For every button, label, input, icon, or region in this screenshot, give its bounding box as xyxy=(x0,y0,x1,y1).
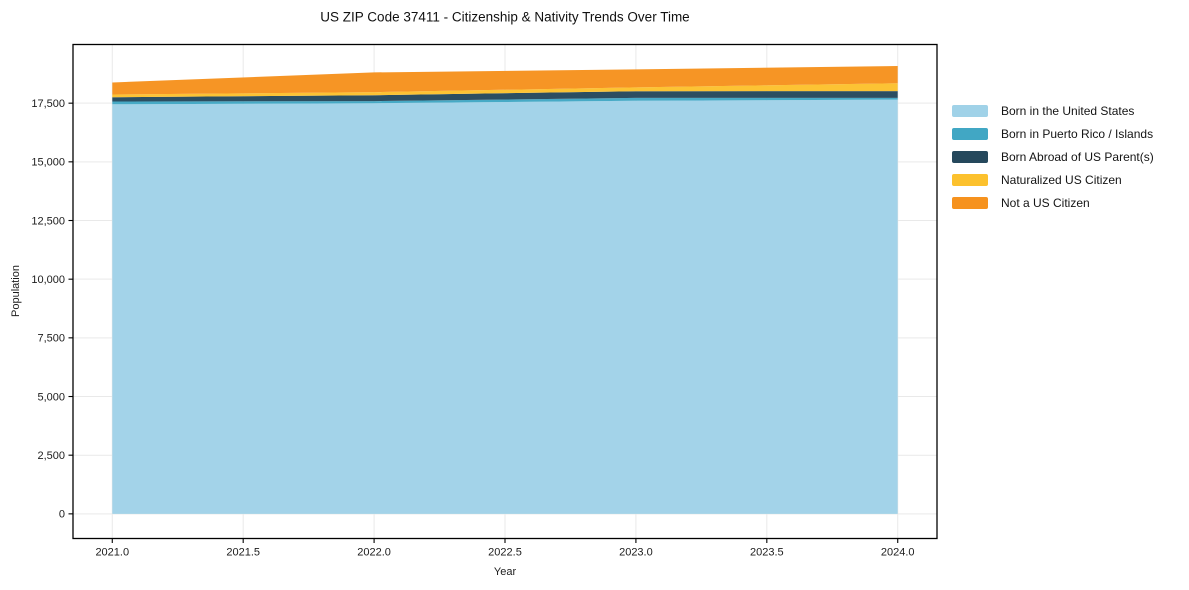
y-tick-label-12500: 12,500 xyxy=(31,215,65,227)
y-axis-label: Population xyxy=(10,265,22,317)
legend-swatch-born-in-the-united-states xyxy=(952,105,988,117)
area-born-abroad-of-us-parent-s xyxy=(112,91,898,102)
chart-title: US ZIP Code 37411 - Citizenship & Nativi… xyxy=(320,9,690,25)
legend-item-born-abroad-of-us-parent-s: Born Abroad of US Parent(s) xyxy=(952,151,1154,163)
legend-swatch-born-abroad-of-us-parent-s xyxy=(952,151,988,163)
legend: Born in the United States Born in Puerto … xyxy=(952,105,1154,220)
area-born-in-the-united-states xyxy=(112,99,898,514)
x-tick-label-2021.5: 2021.5 xyxy=(226,547,260,559)
legend-swatch-naturalized-us-citizen xyxy=(952,174,988,186)
x-tick-label-2023.5: 2023.5 xyxy=(750,547,784,559)
y-tick-label-15000: 15,000 xyxy=(31,157,65,169)
area-born-in-puerto-rico-islands xyxy=(112,97,898,105)
area-naturalized-us-citizen xyxy=(112,83,898,98)
x-tick-label-2022.0: 2022.0 xyxy=(357,547,391,559)
legend-item-not-a-us-citizen: Not a US Citizen xyxy=(952,197,1154,209)
y-tick-label-7500: 7,500 xyxy=(37,333,65,345)
y-tick-label-17500: 17,500 xyxy=(31,98,65,110)
legend-item-born-in-the-united-states: Born in the United States xyxy=(952,105,1154,117)
legend-item-born-in-puerto-rico-islands: Born in Puerto Rico / Islands xyxy=(952,128,1154,140)
area-not-a-us-citizen xyxy=(112,66,898,95)
x-axis-label: Year xyxy=(493,566,517,578)
y-tick-label-2500: 2,500 xyxy=(37,450,65,462)
legend-label: Born in Puerto Rico / Islands xyxy=(1001,127,1154,141)
x-tick-label-2023.0: 2023.0 xyxy=(619,547,653,559)
y-tick-label-5000: 5,000 xyxy=(37,391,65,403)
legend-item-naturalized-us-citizen: Naturalized US Citizen xyxy=(952,174,1154,186)
x-tick-label-2022.5: 2022.5 xyxy=(488,547,522,559)
legend-label: Not a US Citizen xyxy=(1001,196,1090,210)
y-tick-label-0: 0 xyxy=(59,509,65,521)
legend-label: Born Abroad of US Parent(s) xyxy=(1001,150,1154,164)
legend-label: Naturalized US Citizen xyxy=(1001,173,1122,187)
legend-swatch-born-in-puerto-rico-islands xyxy=(952,128,988,140)
x-tick-label-2021.0: 2021.0 xyxy=(95,547,129,559)
legend-label: Born in the United States xyxy=(1001,104,1135,118)
x-tick-label-2024.0: 2024.0 xyxy=(881,547,915,559)
legend-swatch-not-a-us-citizen xyxy=(952,197,988,209)
y-tick-label-10000: 10,000 xyxy=(31,274,65,286)
